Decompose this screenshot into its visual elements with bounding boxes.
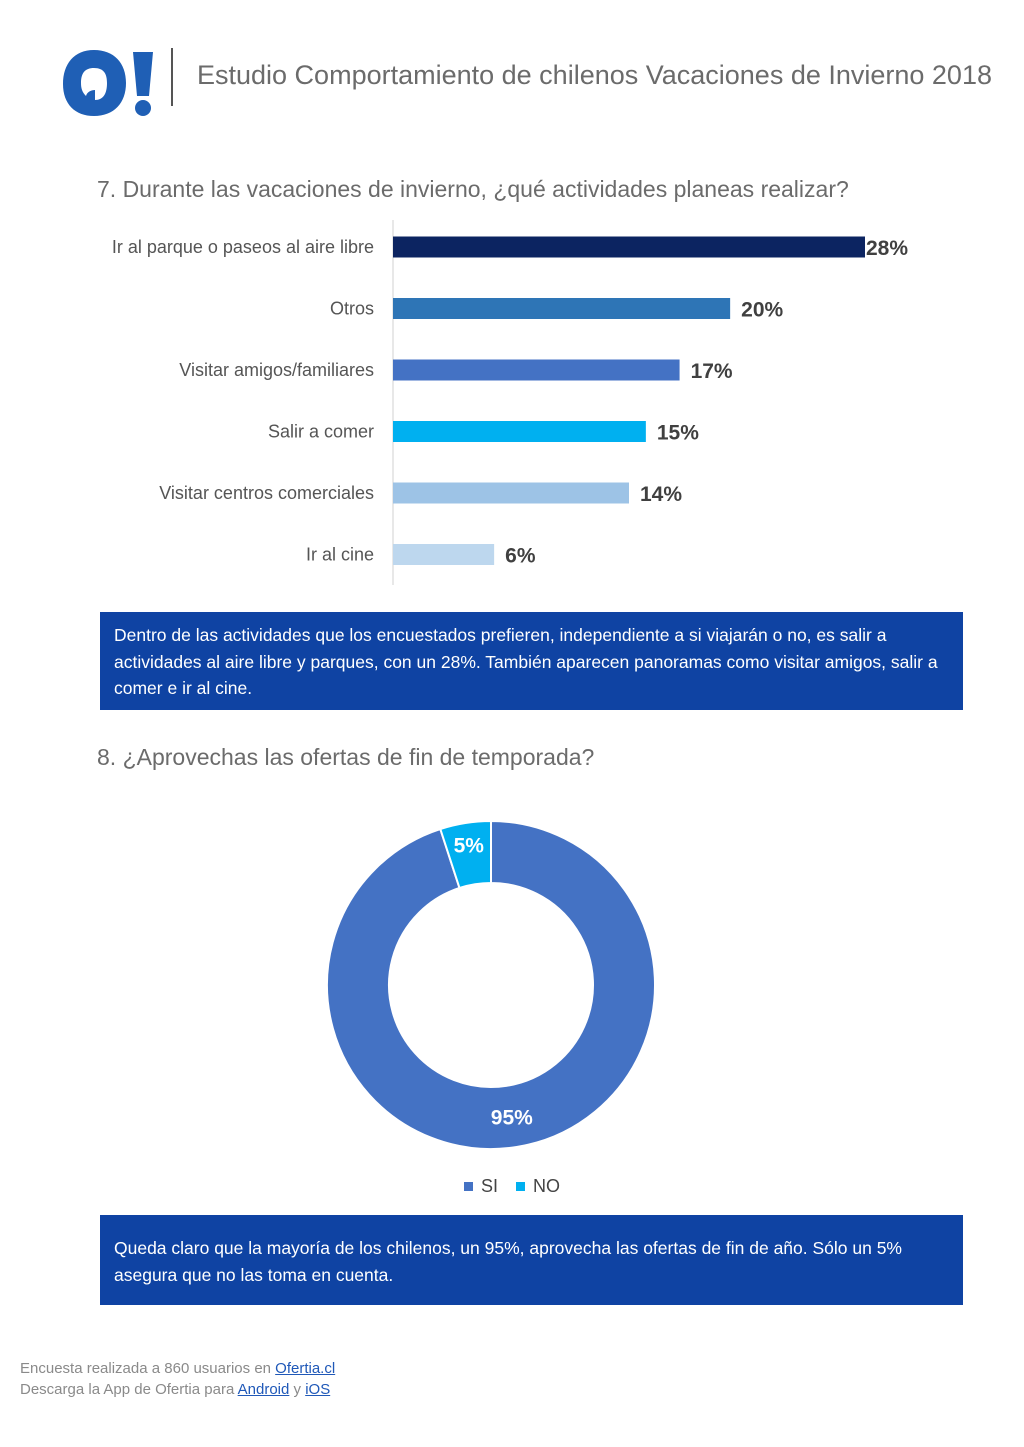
bar-value-label: 17%: [691, 360, 733, 383]
donut-legend: SI NO: [0, 1176, 1024, 1197]
ofertia-logo: [63, 50, 153, 116]
donut-value-label: 5%: [454, 835, 485, 858]
bar: [393, 544, 495, 565]
android-link[interactable]: Android: [237, 1381, 290, 1398]
bar: [393, 482, 629, 504]
bar: [393, 359, 680, 381]
bar: [393, 298, 731, 319]
bar-value-label: 28%: [866, 237, 908, 260]
legend-swatch: [516, 1182, 525, 1191]
bar-value-label: 15%: [657, 422, 699, 445]
legend-swatch: [463, 1182, 473, 1191]
donut-slice: [326, 819, 656, 1150]
offers-donut-chart: 95% 5%: [326, 819, 656, 1150]
bar-category-label: Salir a comer: [268, 422, 374, 442]
question-7-summary: Dentro de las actividades que los encues…: [100, 612, 963, 710]
legend-item: NO: [516, 1176, 560, 1197]
header-divider: [171, 48, 173, 106]
bar-category-label: Visitar amigos/familiares: [179, 360, 374, 380]
footer-line-1: Encuesta realizada a 860 usuarios en Ofe…: [20, 1360, 336, 1377]
donut-value-label: 95%: [491, 1106, 533, 1129]
footer: Encuesta realizada a 860 usuarios en Ofe…: [20, 1358, 335, 1400]
ofertia-link[interactable]: Ofertia.cl: [275, 1360, 336, 1377]
footer-line-2: Descarga la App de Ofertia para Android …: [20, 1381, 331, 1398]
legend-label: SI: [480, 1176, 498, 1196]
bar: [393, 236, 865, 258]
question-7-title: 7. Durante las vacaciones de invierno, ¿…: [97, 176, 849, 202]
legend-label: NO: [533, 1176, 560, 1196]
bar: [393, 421, 646, 442]
question-8-title: 8. ¿Aprovechas las ofertas de fin de tem…: [97, 744, 595, 770]
bar-category-label: Ir al parque o paseos al aire libre: [112, 237, 374, 257]
report-title: Estudio Comportamiento de chilenos Vacac…: [197, 60, 992, 90]
page-header: Estudio Comportamiento de chilenos Vacac…: [0, 0, 1024, 140]
bar-value-label: 14%: [640, 483, 682, 506]
bar-value-label: 20%: [741, 299, 783, 322]
question-8-summary: Queda claro que la mayoría de los chilen…: [100, 1215, 963, 1305]
activities-bar-chart: Ir al parque o paseos al aire libre 28% Ot…: [112, 220, 908, 585]
bar-category-label: Ir al cine: [306, 545, 374, 565]
bar-category-label: Visitar centros comerciales: [159, 483, 374, 503]
legend-item: SI: [463, 1176, 498, 1197]
ios-link[interactable]: iOS: [305, 1381, 331, 1398]
bar-category-label: Otros: [330, 299, 374, 319]
donut-slice: [439, 819, 492, 890]
bar-value-label: 6%: [505, 545, 536, 568]
